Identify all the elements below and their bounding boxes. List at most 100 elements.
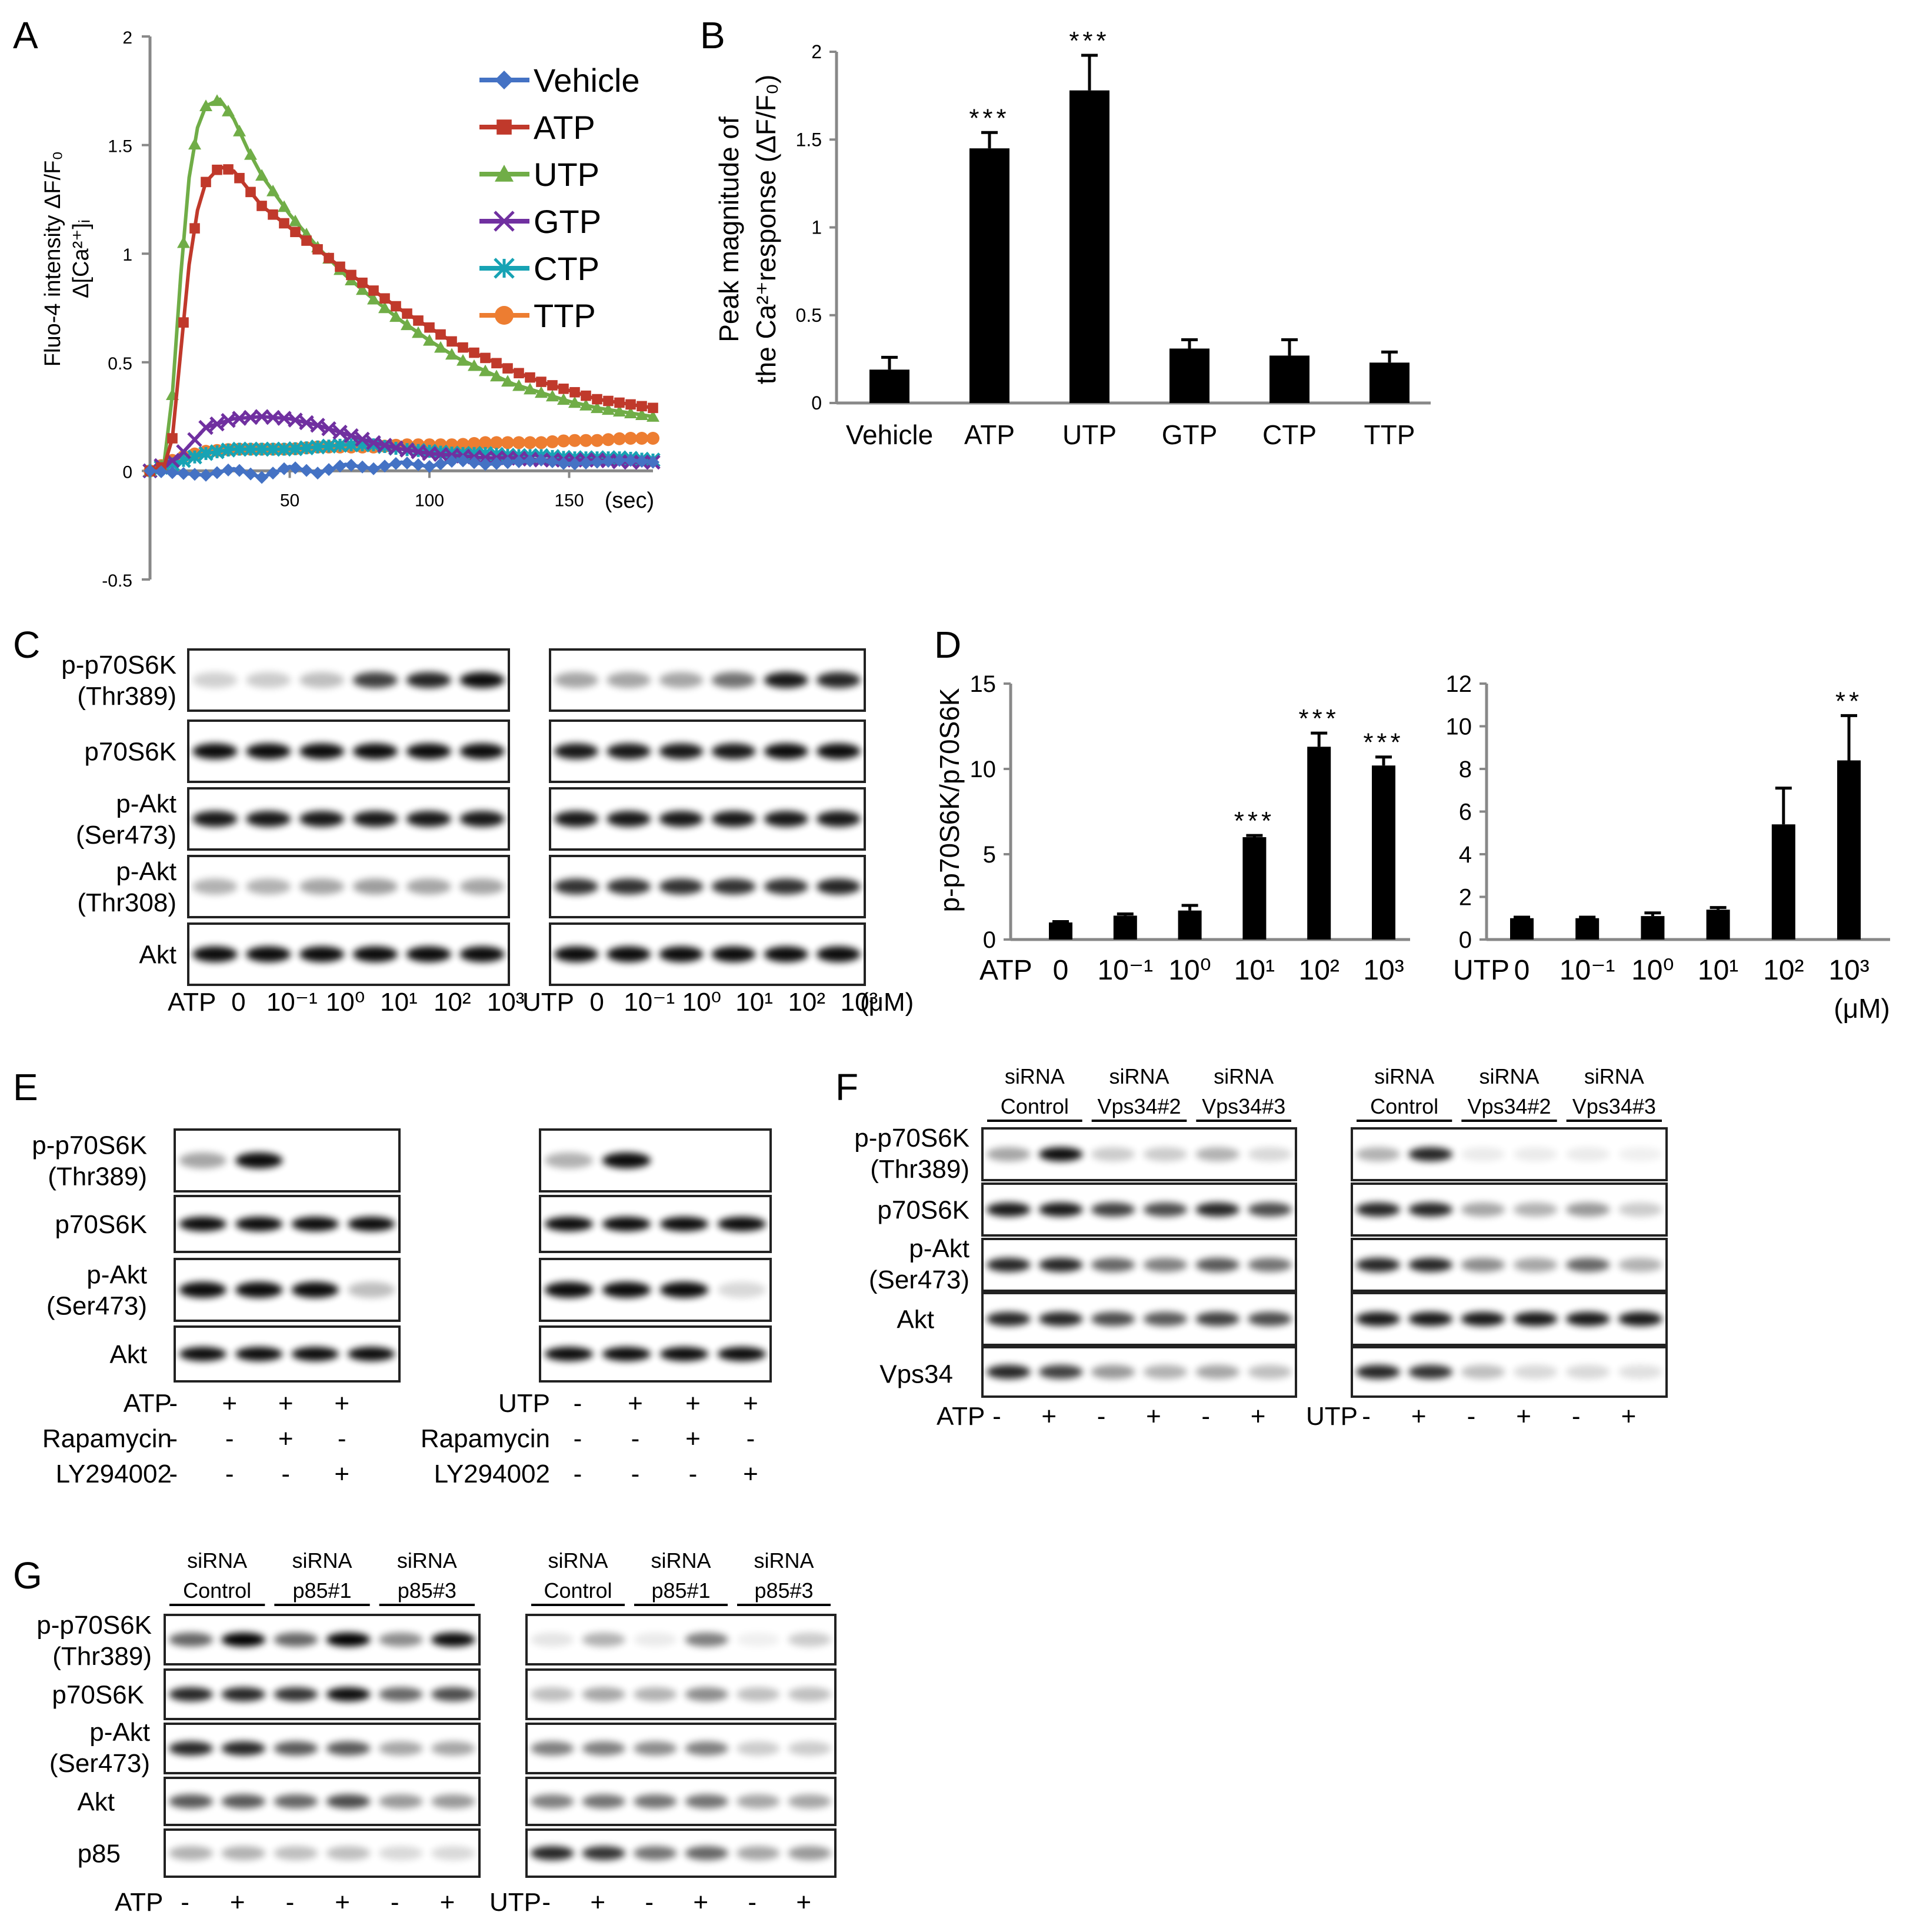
point-utp <box>412 326 425 338</box>
band <box>1143 1312 1188 1326</box>
treatment-label-atp: ATP <box>937 1402 985 1431</box>
blot-f-right-row4-frame <box>1351 1346 1668 1398</box>
point-ttp <box>579 434 592 447</box>
sign-left: - <box>286 1888 295 1917</box>
blot-f-right-row1 <box>1351 1182 1668 1237</box>
band <box>764 946 808 962</box>
band <box>179 1347 226 1361</box>
band <box>221 1687 266 1701</box>
band <box>1356 1147 1401 1161</box>
band <box>291 1281 339 1298</box>
blot-e-left-row1 <box>174 1195 401 1253</box>
point-atp <box>435 329 446 340</box>
band <box>291 1347 339 1361</box>
row-label: Akt <box>897 1305 934 1334</box>
point-vehicle <box>300 464 313 477</box>
point-vehicle <box>177 467 190 480</box>
point-atp <box>402 308 412 319</box>
point-gtp <box>310 418 325 433</box>
band <box>192 743 238 760</box>
point-utp <box>266 184 279 196</box>
point-utp <box>434 341 447 353</box>
band <box>607 811 651 827</box>
point-atp <box>379 293 390 304</box>
group-label-left: siRNA <box>292 1548 352 1573</box>
legend-marker-atp <box>497 119 512 135</box>
blot-f-left-row0-frame <box>981 1127 1297 1181</box>
point-atp <box>469 347 479 358</box>
group-label-right: siRNA <box>1584 1064 1644 1088</box>
point-ttp <box>524 436 537 449</box>
point-atp <box>648 402 658 414</box>
point-gtp <box>344 428 359 444</box>
category-label-0: 0 <box>1514 955 1530 986</box>
band <box>1461 1147 1505 1161</box>
point-atp <box>491 358 502 369</box>
band <box>378 1794 423 1808</box>
blot-g-right-row3 <box>525 1777 837 1826</box>
blot-f-left-row1-frame <box>981 1182 1297 1237</box>
panel-d: D p-p70S6K/p70S6K 0 5 10 15 0 10⁻¹ 10⁰ *** 10¹ **… <box>934 624 1890 1024</box>
category-label-1: 10⁻¹ <box>1560 955 1615 986</box>
legend-a: Vehicle ATP UTP GTP CTP TTP <box>479 62 640 334</box>
band <box>326 1687 371 1701</box>
blot-g-right-row2-frame <box>525 1723 837 1774</box>
legend-marker-ctp <box>494 258 515 279</box>
band <box>1513 1147 1558 1161</box>
band <box>221 1633 266 1647</box>
dose-label-atp: 0 <box>231 988 245 1017</box>
band <box>607 743 651 760</box>
point-vehicle <box>222 463 235 477</box>
band <box>1513 1365 1558 1379</box>
point-utp <box>647 410 659 422</box>
x-tick-label-a: 150 <box>554 491 584 510</box>
blot-f-left-row3-frame <box>981 1292 1297 1346</box>
blot-c-left-row3-frame <box>187 855 510 918</box>
band <box>602 1152 651 1169</box>
band <box>634 1687 677 1701</box>
sign-left: + <box>222 1389 237 1418</box>
legend-label-atp: ATP <box>534 109 595 146</box>
blot-f-right-row0 <box>1351 1127 1668 1181</box>
band <box>179 1281 226 1298</box>
sign-right: + <box>1411 1402 1427 1431</box>
blot-c-right-row3 <box>549 855 866 918</box>
legend-label-ttp: TTP <box>534 297 596 334</box>
category-label-1: 10⁻¹ <box>1097 955 1153 986</box>
band <box>169 1741 214 1756</box>
sign-left: + <box>1041 1402 1057 1431</box>
sign-right: - <box>748 1888 757 1917</box>
band <box>299 672 345 688</box>
bar-1 <box>969 148 1009 404</box>
point-vehicle <box>591 455 604 469</box>
point-atp <box>335 261 345 272</box>
band <box>352 743 398 760</box>
band <box>582 1687 625 1701</box>
point-vehicle <box>423 460 436 474</box>
point-vehicle <box>579 457 592 470</box>
group-name-right: Vps34#3 <box>1572 1094 1656 1118</box>
band <box>816 946 861 962</box>
row-label: (Ser473) <box>49 1749 150 1778</box>
y-tick-label: 1.5 <box>796 129 822 150</box>
panel-letter-a: A <box>13 14 38 56</box>
point-utp <box>546 389 559 402</box>
dose-label-atp: 10⁻¹ <box>266 988 318 1017</box>
band <box>459 878 505 895</box>
point-atp <box>581 390 591 401</box>
treatment-label-utp: UTP <box>489 1888 541 1917</box>
point-vehicle <box>378 459 391 473</box>
sign-right: + <box>743 1389 758 1418</box>
point-utp <box>188 138 201 150</box>
band <box>685 1846 728 1860</box>
blot-f-right-row4 <box>1351 1346 1668 1398</box>
band <box>1248 1258 1292 1272</box>
point-atp <box>558 384 569 394</box>
blot-f-right-row3 <box>1351 1292 1668 1346</box>
band <box>246 743 291 760</box>
band <box>1195 1312 1240 1326</box>
y-tick-label: 8 <box>1459 757 1472 782</box>
y-tick-label: 15 <box>970 671 997 697</box>
band <box>352 878 398 895</box>
point-vehicle <box>624 454 637 467</box>
